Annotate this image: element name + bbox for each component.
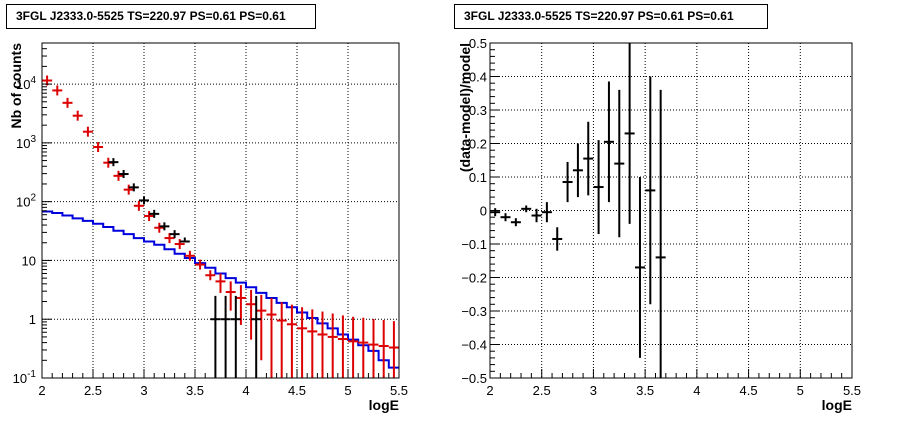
right-y-tick-label: 0: [480, 204, 487, 219]
right-x-tick-label: 2: [486, 383, 493, 398]
right-x-tick-label: 5.5: [843, 383, 861, 398]
right-y-tick-label: −0.2: [461, 271, 487, 286]
right-y-tick-label: 0.1: [469, 170, 487, 185]
left-x-tick-label: 2.5: [84, 383, 102, 398]
right-x-tick-label: 3.5: [636, 383, 654, 398]
right-x-tick-label: 4: [693, 383, 700, 398]
right-y-tick-label: 0.2: [469, 137, 487, 152]
left-y-tick-label: 1: [29, 312, 36, 327]
left-panel-title: 3FGL J2333.0-5525 TS=220.97 PS=0.61 PS=0…: [6, 4, 316, 29]
left-x-tick-label: 5.5: [390, 383, 408, 398]
left-y-tick-label: 102: [16, 193, 36, 210]
left-y-tick-label: 104: [16, 75, 36, 92]
right-y-tick-label: 0.5: [469, 36, 487, 51]
left-y-axis-label: Nb of counts: [8, 43, 24, 129]
right-y-tick-label: −0.1: [461, 237, 487, 252]
left-x-tick-label: 5: [344, 383, 351, 398]
right-y-tick-label: 0.4: [469, 70, 487, 85]
left-x-tick-label: 3: [140, 383, 147, 398]
left-x-tick-label: 4: [242, 383, 249, 398]
right-x-axis-label: logE: [822, 397, 852, 413]
right-y-tick-label: −0.3: [461, 304, 487, 319]
right-x-tick-label: 5: [797, 383, 804, 398]
right-panel-title: 3FGL J2333.0-5525 TS=220.97 PS=0.61 PS=0…: [454, 4, 768, 29]
left-x-axis-label: logE: [369, 397, 399, 413]
left-y-tick-label: 10: [22, 253, 36, 268]
right-x-tick-label: 4.5: [740, 383, 758, 398]
right-y-tick-label: −0.4: [461, 338, 487, 353]
left-plot-area: [42, 43, 399, 378]
left-x-tick-label: 3.5: [186, 383, 204, 398]
right-x-tick-label: 2.5: [533, 383, 551, 398]
right-x-tick-label: 3: [590, 383, 597, 398]
right-y-tick-label: −0.5: [461, 371, 487, 386]
left-y-tick-label: 10-1: [13, 369, 37, 386]
left-x-tick-label: 4.5: [288, 383, 306, 398]
right-y-tick-label: 0.3: [469, 103, 487, 118]
left-y-tick-label: 103: [16, 134, 36, 151]
right-y-axis-label: (data-model)/model: [457, 43, 473, 172]
left-x-tick-label: 2: [38, 383, 45, 398]
